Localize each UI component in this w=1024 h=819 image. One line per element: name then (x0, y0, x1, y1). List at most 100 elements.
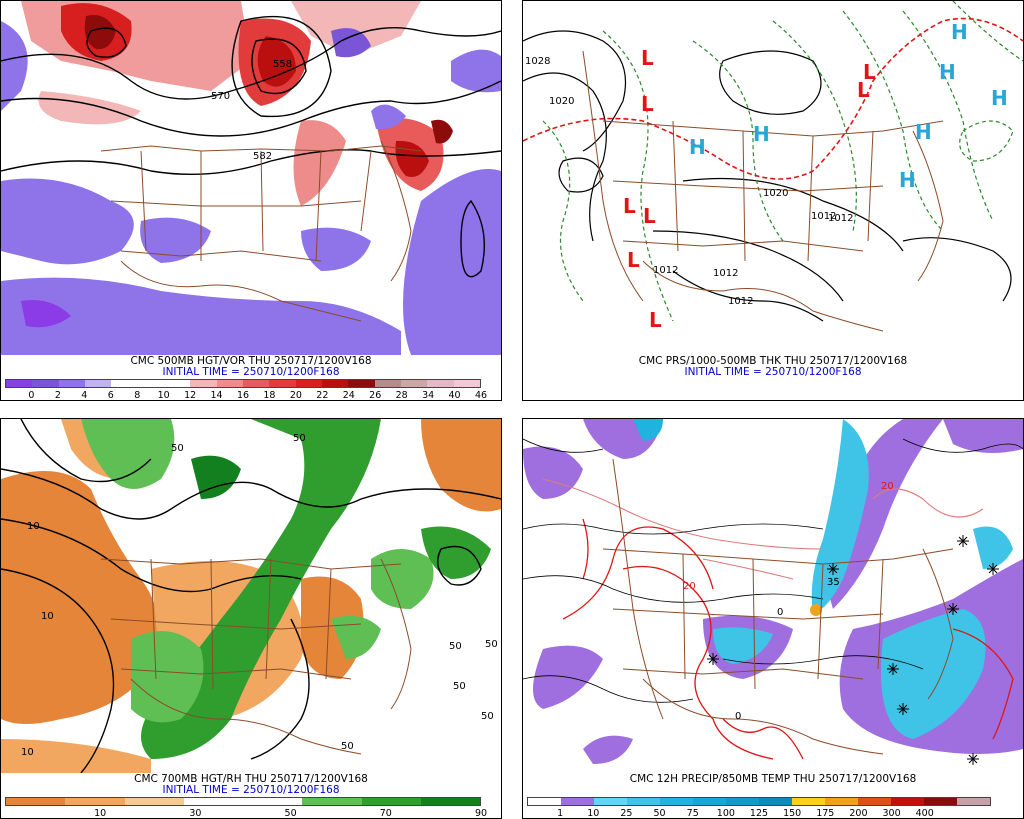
color-scale-cell (295, 380, 322, 387)
color-scale-tick-label: 40 (448, 390, 461, 401)
color-scale-cell (111, 380, 138, 387)
high-pressure-symbol: H (991, 86, 1008, 110)
color-scale-cell (163, 380, 191, 387)
rh-label: 50 (293, 433, 306, 444)
color-scale-tick-label: 8 (134, 390, 141, 401)
color-scale-tick-label: 150 (783, 808, 802, 819)
color-scale-tick-label: 400 (915, 808, 934, 819)
rh-label: 10 (41, 611, 54, 622)
color-scale-tick-label: 0 (28, 390, 35, 401)
low-pressure-symbol: L (643, 204, 656, 228)
color-scale-tick-label: 34 (422, 390, 435, 401)
color-scale-cell (58, 380, 85, 387)
high-pressure-symbol: H (939, 60, 956, 84)
color-scale-cell (216, 380, 243, 387)
color-scale-tick-label: 18 (263, 390, 276, 401)
color-scale-tick-label: 6 (107, 390, 114, 401)
color-scale-cell (302, 798, 362, 805)
color-scale-cell (269, 380, 296, 387)
color-scale-tick-label: 46 (474, 390, 488, 401)
low-pressure-symbol: L (857, 78, 870, 102)
color-scale-cell (420, 798, 480, 805)
color-scale-cell (792, 798, 825, 805)
color-scale-cell (726, 798, 759, 805)
rh-label: 10 (27, 521, 40, 532)
temp-label: 20 (881, 481, 894, 492)
low-pressure-symbol: L (627, 248, 640, 272)
initial-time: INITIAL TIME = 250710/1200F168 (162, 366, 340, 378)
color-scale-tick-label: 24 (342, 390, 355, 401)
color-scale-cell (660, 798, 693, 805)
vorticity-map: 570 558 582 (1, 1, 501, 355)
color-scale-tick-label: 300 (882, 808, 901, 819)
color-scale-cell (957, 798, 990, 805)
color-scale-tick-label: 22 (316, 390, 329, 401)
low-pressure-symbol: L (623, 194, 636, 218)
color-scale-cell (137, 380, 164, 387)
high-pressure-symbol: H (915, 120, 932, 144)
color-scale-tick-label: 16 (236, 390, 250, 401)
color-scale-cell (924, 798, 957, 805)
high-pressure-symbol: H (689, 135, 706, 159)
isobar-label: 1012 (828, 213, 853, 224)
color-scale-cell (321, 380, 349, 387)
color-scale-cell (84, 380, 112, 387)
high-pressure-symbol: H (899, 168, 916, 192)
color-scale-tick-label: 50 (653, 808, 666, 819)
precipitation-panel: 20 20 35 0 0 CMC 12H PRECIP/850MB TEMP T… (522, 418, 1024, 819)
color-scale-tick-label: 14 (210, 390, 223, 401)
color-scale-tick-label: 70 (379, 808, 392, 819)
color-scale-tick-label: 200 (849, 808, 868, 819)
color-scale-cell (594, 798, 627, 805)
panel-title: CMC 500MB HGT/VOR THU 250717/1200V168 (130, 355, 372, 367)
color-scale-cell (561, 798, 594, 805)
color-scale-tick-label: 28 (395, 390, 408, 401)
height-label: 0 (777, 607, 783, 618)
contour-label: 582 (253, 151, 272, 162)
color-scale-cell (627, 798, 660, 805)
color-scale-tick-label: 125 (749, 808, 769, 819)
color-scale-tick-label: 2 (54, 390, 61, 401)
color-scale-cell (361, 798, 421, 805)
color-scale-ticks: 10 30 50 70 90 (1, 808, 501, 819)
isobar-label: 1028 (525, 56, 550, 67)
rh-label: 50 (341, 741, 354, 752)
color-scale-tick-label: 20 (289, 390, 302, 401)
color-scale-tick-label: 30 (189, 808, 202, 819)
color-scale-cell (6, 798, 66, 805)
color-scale-cell (891, 798, 924, 805)
color-scale-cell (124, 798, 184, 805)
color-scale-cell (693, 798, 726, 805)
color-scale-tick-label: 10 (94, 808, 107, 819)
height-label: 0 (735, 711, 741, 722)
color-scale-tick-label: 100 (716, 808, 735, 819)
temp-label: 20 (683, 581, 696, 592)
color-scale-cell (427, 380, 454, 387)
color-scale-cell (825, 798, 858, 805)
color-scale-bar (527, 797, 991, 806)
isobar-label: 1020 (763, 188, 788, 199)
color-scale-cell (6, 380, 33, 387)
low-pressure-symbol: L (641, 92, 654, 116)
rh-label: 50 (481, 711, 494, 722)
color-scale-tick-label: 25 (620, 808, 633, 819)
contour-label: 558 (273, 59, 292, 70)
height-label: 35 (827, 577, 840, 588)
color-scale-tick-label: 50 (284, 808, 297, 819)
rh-label: 50 (171, 443, 184, 454)
precipitation-map: 20 20 35 0 0 (523, 419, 1023, 773)
rh-label: 50 (449, 641, 462, 652)
color-scale-tick-label: 75 (686, 808, 699, 819)
humidity-panel: 50 50 50 50 50 10 10 10 50 50 CMC 700MB … (0, 418, 502, 819)
color-scale-cell (190, 380, 217, 387)
color-scale-tick-label: 12 (184, 390, 197, 401)
color-scale-tick-label: 4 (81, 390, 88, 401)
low-pressure-symbol: L (649, 308, 662, 332)
isobar-label: 1012 (713, 268, 738, 279)
isobar-label: 1020 (549, 96, 574, 107)
isobar-label: 1012 (728, 296, 753, 307)
color-scale-tick-label: 1 (557, 808, 564, 819)
color-scale-cell (759, 798, 792, 805)
isobar-label: 1012 (811, 211, 836, 222)
initial-time: INITIAL TIME = 250710/1200F168 (684, 366, 862, 378)
